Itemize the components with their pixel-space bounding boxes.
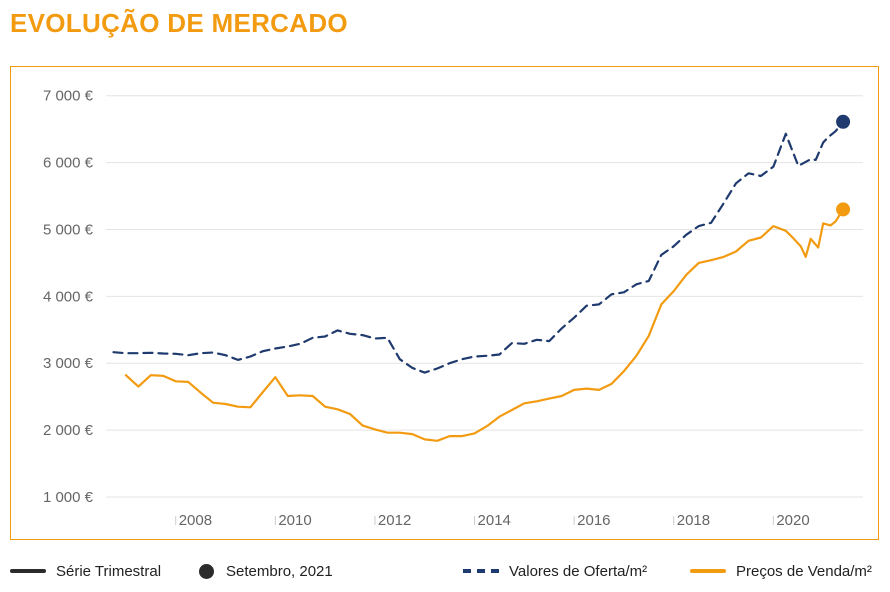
- legend-label-date: Setembro, 2021: [226, 562, 333, 580]
- page-title: EVOLUÇÃO DE MERCADO: [10, 8, 348, 38]
- legend-label-offer: Valores de Oferta/m²: [509, 562, 648, 580]
- x-tick-label: 2010: [278, 512, 311, 529]
- series-line-offer: [112, 120, 845, 374]
- y-tick-label: 1 000 €: [43, 489, 94, 506]
- chart-legend: Série Trimestral Setembro, 2021 Valores …: [0, 556, 890, 586]
- chart-frame: 1 000 € 2 000 € 3 000 € 4 000 € 5 000 € 6 000…: [10, 66, 879, 540]
- line-chart: 1 000 € 2 000 € 3 000 € 4 000 € 5 000 € 6 000…: [43, 88, 863, 529]
- x-tick-label: 2008: [179, 512, 212, 529]
- highlight-point-offer: [836, 114, 851, 129]
- legend-item-offer: Valores de Oferta/m²: [463, 556, 647, 586]
- x-tick-label: 2016: [577, 512, 610, 529]
- legend-item-date: Setembro, 2021: [199, 556, 333, 586]
- dashed-line-icon: [463, 569, 499, 573]
- x-tick-label: 2018: [677, 512, 710, 529]
- legend-item-series-type: Série Trimestral: [10, 556, 161, 586]
- y-tick-label: 2 000 €: [43, 422, 94, 439]
- dot-icon: [199, 563, 214, 579]
- x-tick-label: 2020: [776, 512, 809, 529]
- solid-line-icon: [690, 569, 726, 573]
- solid-line-icon: [10, 569, 46, 573]
- y-tick-label: 3 000 €: [43, 355, 94, 372]
- x-tick-label: 2012: [378, 512, 411, 529]
- legend-label-series-type: Série Trimestral: [56, 562, 162, 580]
- highlight-point-sale: [836, 202, 851, 217]
- legend-item-sale: Preços de Venda/m²: [690, 556, 872, 586]
- x-tick-label: 2014: [478, 512, 511, 529]
- y-tick-label: 7 000 €: [43, 88, 94, 105]
- y-tick-label: 4 000 €: [43, 288, 94, 305]
- y-tick-label: 6 000 €: [43, 155, 94, 172]
- y-tick-label: 5 000 €: [43, 221, 94, 238]
- series-line-sale: [124, 208, 845, 442]
- legend-label-sale: Preços de Venda/m²: [736, 562, 872, 580]
